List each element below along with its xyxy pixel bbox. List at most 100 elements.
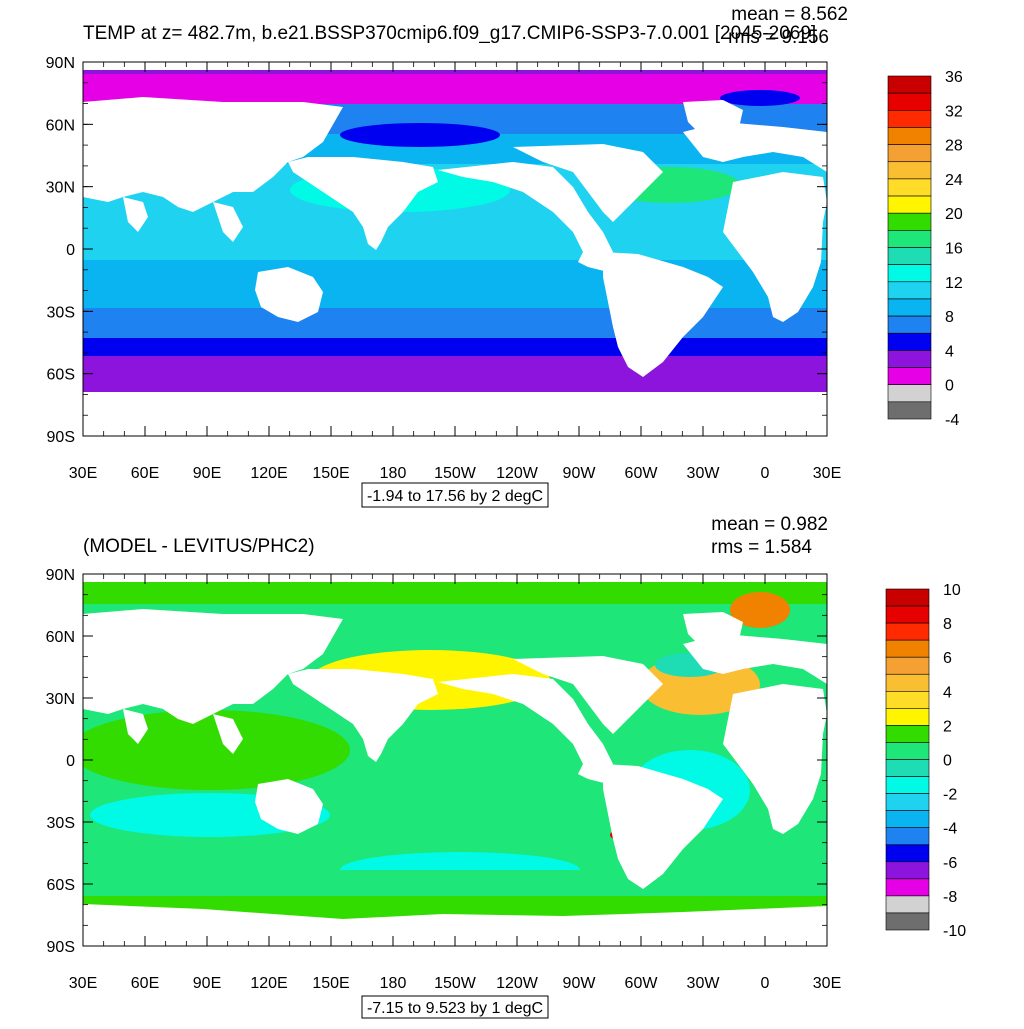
- lon-tick-label: 90E: [193, 975, 221, 992]
- colorbar-swatch: [887, 161, 932, 180]
- lon-tick-label: 60W: [625, 465, 659, 482]
- colorbar-label: 8: [943, 616, 952, 633]
- lat-tick-label: 30S: [47, 304, 75, 321]
- mean-label: mean = 0.982: [711, 514, 828, 535]
- lon-tick-label: 150E: [312, 465, 349, 482]
- lon-tick-label: 30W: [687, 465, 721, 482]
- colorbar-label: 0: [945, 378, 954, 395]
- panel-bottom: mean = 0.982 (MODEL - LEVITUS/PHC2) rms …: [46, 514, 966, 1019]
- lon-tick-label: 120W: [496, 975, 539, 992]
- colorbar-label: -2: [943, 787, 957, 804]
- colorbar-swatch: [885, 742, 930, 760]
- lon-tick-labels: 30E 60E 90E 120E 150E 180 150W 120W 90W 60W 30W 0 30…: [69, 975, 841, 992]
- colorbar-label: 2: [943, 718, 952, 735]
- axis-ticks: [82, 573, 828, 947]
- colorbar-label: 10: [943, 582, 961, 599]
- axis-ticks: [82, 61, 828, 437]
- range-label: -7.15 to 9.523 by 1 degC: [367, 1000, 543, 1017]
- lat-tick-label: 0: [66, 753, 75, 770]
- colorbar-label: -4: [945, 412, 959, 429]
- colorbar: 36 32 28 24 20 16 12 8 4 0 -4: [887, 69, 963, 429]
- map-field: [83, 62, 827, 436]
- lon-tick-label: 60E: [131, 975, 159, 992]
- colorbar-label: 8: [945, 309, 954, 326]
- lat-tick-labels: 90N 60N 30N 0 30S 60S 90S: [46, 55, 75, 446]
- colorbar-swatch: [885, 673, 930, 692]
- colorbar-label: 28: [945, 138, 963, 155]
- lat-tick-label: 60S: [47, 877, 75, 894]
- colorbar-swatch: [885, 622, 930, 641]
- lon-tick-label: 120W: [496, 465, 539, 482]
- colorbar-swatch: [887, 178, 932, 197]
- colorbar-swatch: [887, 195, 932, 214]
- lat-tick-label: 60N: [46, 629, 75, 646]
- colorbar-swatch: [885, 690, 930, 709]
- lon-tick-label: 150W: [434, 975, 477, 992]
- lon-tick-label: 30W: [687, 975, 721, 992]
- colorbar-swatch: [885, 827, 930, 846]
- range-label: -1.94 to 17.56 by 2 degC: [367, 488, 543, 505]
- colorbar-swatch: [885, 605, 930, 624]
- colorbar-swatch: [885, 725, 930, 743]
- colorbar-swatch: [887, 315, 932, 334]
- colorbar-swatch: [885, 912, 930, 931]
- colorbar-swatch: [887, 92, 932, 111]
- colorbar-swatch: [885, 810, 930, 829]
- lon-tick-label: 60W: [625, 975, 659, 992]
- colorbar-swatch: [887, 75, 932, 94]
- lon-tick-label: 90E: [193, 465, 221, 482]
- colorbar-label: 16: [945, 241, 963, 258]
- colorbar-swatch: [887, 230, 932, 248]
- colorbar-swatch: [887, 264, 932, 283]
- panel-title: (MODEL - LEVITUS/PHC2): [83, 536, 315, 557]
- lat-tick-label: 0: [66, 242, 75, 259]
- colorbar-swatch: [887, 110, 932, 128]
- lon-tick-label: 90W: [563, 465, 597, 482]
- mean-label: mean = 8.562: [731, 4, 848, 25]
- rms-label: rms = 1.584: [711, 537, 812, 558]
- lon-tick-labels: 30E 60E 90E 120E 150E 180 150W 120W 90W 60W 30W 0 30…: [69, 465, 841, 482]
- colorbar-swatch: [887, 281, 932, 300]
- lat-tick-label: 90N: [46, 55, 75, 72]
- lat-tick-label: 90S: [47, 429, 75, 446]
- colorbar-swatch: [887, 332, 932, 351]
- colorbar-swatch: [885, 776, 930, 794]
- colorbar-swatch: [885, 844, 930, 863]
- lat-tick-label: 90N: [46, 567, 75, 584]
- colorbar-swatch: [887, 144, 932, 163]
- lat-tick-label: 30N: [46, 691, 75, 708]
- colorbar-label: 4: [945, 343, 954, 360]
- colorbar-label: 6: [943, 650, 952, 667]
- colorbar-swatch: [885, 895, 930, 914]
- colorbar-label: 0: [943, 753, 952, 770]
- panel-title: TEMP at z= 482.7m, b.e21.BSSP370cmip6.f0…: [83, 23, 816, 44]
- lon-tick-label: 0: [761, 975, 770, 992]
- lon-tick-label: 30E: [69, 465, 97, 482]
- colorbar-swatch: [887, 401, 932, 420]
- lon-tick-label: 120E: [250, 975, 287, 992]
- colorbar-swatch: [885, 793, 930, 811]
- lon-tick-label: 30E: [813, 465, 841, 482]
- lon-tick-label: 30E: [813, 975, 841, 992]
- colorbar-label: 20: [945, 206, 963, 223]
- lat-tick-label: 90S: [47, 939, 75, 956]
- colorbar-swatch: [885, 861, 930, 880]
- colorbar-swatch: [885, 588, 930, 607]
- lat-tick-label: 30S: [47, 815, 75, 832]
- lat-tick-label: 60S: [47, 367, 75, 384]
- panel-top: TEMP at z= 482.7m, b.e21.BSSP370cmip6.f0…: [46, 4, 963, 508]
- colorbar-swatch: [887, 127, 932, 145]
- colorbar-label: -4: [943, 821, 957, 838]
- colorbar-label: 12: [945, 275, 963, 292]
- lat-tick-label: 60N: [46, 117, 75, 134]
- lon-tick-label: 90W: [563, 975, 597, 992]
- lon-tick-label: 180: [380, 465, 407, 482]
- lon-tick-label: 150W: [434, 465, 477, 482]
- colorbar-swatch: [887, 298, 932, 317]
- colorbar-swatch: [887, 247, 932, 265]
- lon-tick-label: 180: [380, 975, 407, 992]
- colorbar: 10 8 6 4 2 0 -2 -4 -6 -8 -10: [885, 582, 966, 940]
- colorbar-label: -10: [943, 923, 966, 940]
- range-label-box: -1.94 to 17.56 by 2 degC: [361, 482, 549, 508]
- colorbar-swatch: [885, 708, 930, 726]
